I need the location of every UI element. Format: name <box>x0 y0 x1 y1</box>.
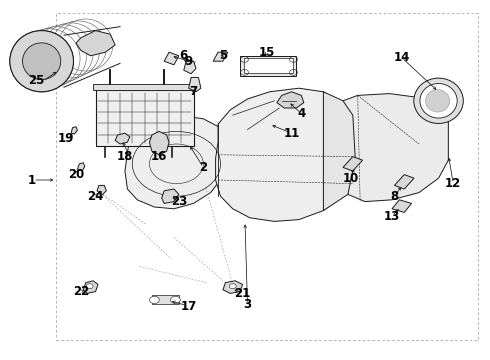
Text: 1: 1 <box>28 174 36 186</box>
Polygon shape <box>184 61 196 74</box>
Polygon shape <box>115 133 130 144</box>
Text: 6: 6 <box>180 49 188 62</box>
Polygon shape <box>83 281 98 293</box>
Bar <box>240 56 296 76</box>
Text: 15: 15 <box>259 46 275 59</box>
Ellipse shape <box>23 43 61 80</box>
Text: 3: 3 <box>244 298 251 311</box>
Polygon shape <box>125 115 228 209</box>
Circle shape <box>171 296 180 303</box>
Text: 12: 12 <box>445 177 462 190</box>
Polygon shape <box>71 127 77 134</box>
Text: 23: 23 <box>171 195 187 208</box>
Bar <box>56 13 478 340</box>
Polygon shape <box>213 52 228 61</box>
Text: 13: 13 <box>384 210 400 222</box>
Text: 16: 16 <box>151 150 168 163</box>
Circle shape <box>86 284 93 289</box>
Ellipse shape <box>414 78 464 123</box>
Ellipse shape <box>10 31 74 92</box>
Ellipse shape <box>10 31 74 92</box>
Text: 21: 21 <box>234 287 251 300</box>
Polygon shape <box>97 185 106 195</box>
Text: 5: 5 <box>219 49 227 62</box>
Polygon shape <box>164 52 179 65</box>
Polygon shape <box>149 131 169 155</box>
Polygon shape <box>394 175 414 189</box>
Polygon shape <box>323 92 355 211</box>
Polygon shape <box>223 281 243 293</box>
Circle shape <box>229 284 236 289</box>
Polygon shape <box>162 189 179 203</box>
Text: 18: 18 <box>117 150 133 163</box>
Text: 25: 25 <box>28 75 45 87</box>
Polygon shape <box>76 31 115 56</box>
Bar <box>96 90 194 146</box>
Text: 2: 2 <box>199 161 207 174</box>
Text: 7: 7 <box>190 85 197 98</box>
Polygon shape <box>343 94 448 202</box>
Polygon shape <box>77 163 85 171</box>
Ellipse shape <box>420 84 457 118</box>
Text: 11: 11 <box>283 127 300 140</box>
Polygon shape <box>189 77 201 92</box>
Ellipse shape <box>425 90 450 112</box>
Text: 20: 20 <box>68 168 84 181</box>
Text: 10: 10 <box>342 172 359 185</box>
Polygon shape <box>216 88 353 221</box>
Text: 8: 8 <box>391 190 398 203</box>
Text: 17: 17 <box>180 300 197 312</box>
Text: 14: 14 <box>393 51 410 64</box>
Bar <box>244 58 293 73</box>
Polygon shape <box>343 157 363 171</box>
Bar <box>152 295 179 304</box>
Circle shape <box>149 296 159 303</box>
Text: 19: 19 <box>58 132 74 145</box>
Text: 4: 4 <box>297 107 305 120</box>
Text: 9: 9 <box>185 55 193 68</box>
Polygon shape <box>392 200 412 212</box>
Text: 24: 24 <box>87 190 104 203</box>
Bar <box>93 84 196 90</box>
Polygon shape <box>277 92 304 108</box>
Text: 22: 22 <box>73 285 89 298</box>
